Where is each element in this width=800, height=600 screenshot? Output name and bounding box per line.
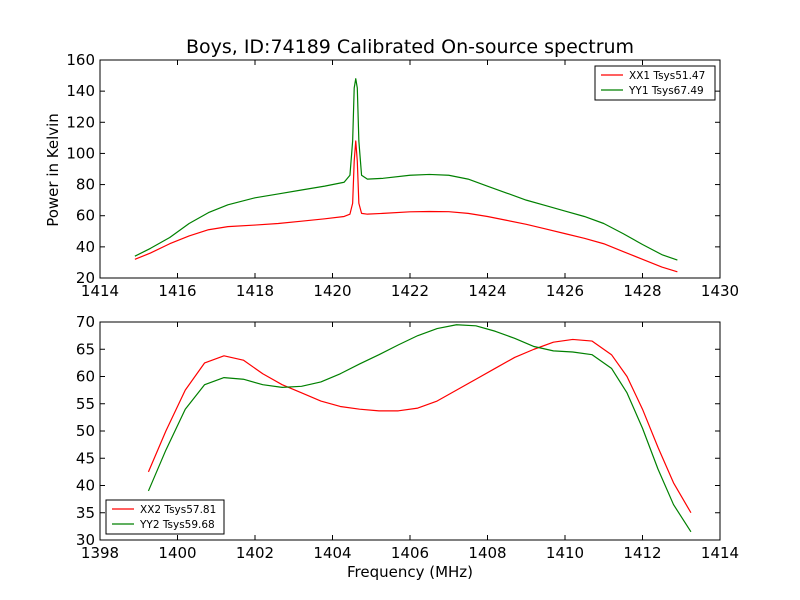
top-x-tick-label: 1422 bbox=[391, 282, 429, 300]
top-legend-label-2: YY1 Tsys67.49 bbox=[628, 85, 704, 97]
top-x-tick-label: 1428 bbox=[623, 282, 661, 300]
bottom-y-tick-label: 50 bbox=[76, 422, 95, 440]
bottom-y-tick-label: 40 bbox=[76, 477, 95, 495]
top-y-tick-label: 60 bbox=[76, 207, 95, 225]
top-x-tick-label: 1414 bbox=[81, 282, 119, 300]
bottom-panel-xx2-yy2: 1398 1400 1402 1404 1406 1408 1410 1412 1414 30 35… bbox=[76, 313, 739, 562]
bottom-y-tick-label: 70 bbox=[76, 313, 95, 331]
bottom-y-tick-label: 55 bbox=[76, 395, 95, 413]
top-series-line-2 bbox=[134, 78, 678, 261]
top-y-tick-label: 100 bbox=[66, 144, 95, 162]
bottom-y-tick-label: 35 bbox=[76, 504, 95, 522]
bottom-y-tick-label: 30 bbox=[76, 531, 95, 549]
top-legend-box bbox=[594, 65, 716, 101]
top-legend: XX1 Tsys51.47 YY1 Tsys67.49 bbox=[594, 65, 716, 101]
top-series-line-1 bbox=[134, 140, 678, 273]
top-panel-xx1-yy1: 1414 1416 1418 1420 1422 1424 1426 1428 1430 20 40… bbox=[66, 51, 739, 300]
top-y-tick-label: 140 bbox=[66, 82, 95, 100]
bottom-x-tick-label: 1400 bbox=[158, 544, 196, 562]
bottom-x-tick-label: 1410 bbox=[546, 544, 584, 562]
bottom-x-tick-label: 1398 bbox=[81, 544, 119, 562]
bottom-y-tick-label: 60 bbox=[76, 368, 95, 386]
bottom-legend-label-2: YY2 Tsys59.68 bbox=[139, 519, 215, 531]
top-y-tick-label: 20 bbox=[76, 269, 95, 287]
bottom-x-tick-label: 1408 bbox=[468, 544, 506, 562]
bottom-legend-label-1: XX2 Tsys57.81 bbox=[140, 504, 216, 516]
x-axis-label: Frequency (MHz) bbox=[347, 563, 473, 581]
y-axis-label: Power in Kelvin bbox=[44, 113, 62, 227]
top-x-tick-label: 1430 bbox=[701, 282, 739, 300]
bottom-x-tick-label: 1412 bbox=[623, 544, 661, 562]
top-y-tick-label: 160 bbox=[66, 51, 95, 69]
top-x-tick-label: 1418 bbox=[236, 282, 274, 300]
top-y-tick-label: 40 bbox=[76, 238, 95, 256]
bottom-legend: XX2 Tsys57.81 YY2 Tsys59.68 bbox=[105, 499, 225, 535]
bottom-x-tick-label: 1404 bbox=[313, 544, 351, 562]
bottom-x-tick-label: 1406 bbox=[391, 544, 429, 562]
chart-title: Boys, ID:74189 Calibrated On-source spec… bbox=[186, 36, 634, 58]
top-x-tick-label: 1426 bbox=[546, 282, 584, 300]
bottom-series-line-2 bbox=[147, 324, 692, 533]
top-x-tick-label: 1416 bbox=[158, 282, 196, 300]
bottom-legend-box bbox=[105, 499, 225, 535]
top-y-tick-label: 80 bbox=[76, 176, 95, 194]
top-x-tick-label: 1424 bbox=[468, 282, 506, 300]
bottom-y-tick-label: 45 bbox=[76, 449, 95, 467]
top-y-tick-label: 120 bbox=[66, 113, 95, 131]
bottom-x-tick-label: 1402 bbox=[236, 544, 274, 562]
top-x-tick-label: 1420 bbox=[313, 282, 351, 300]
top-legend-label-1: XX1 Tsys51.47 bbox=[629, 70, 705, 82]
bottom-y-tick-label: 65 bbox=[76, 340, 95, 358]
bottom-series-line-1 bbox=[147, 338, 692, 514]
bottom-x-tick-label: 1414 bbox=[701, 544, 739, 562]
